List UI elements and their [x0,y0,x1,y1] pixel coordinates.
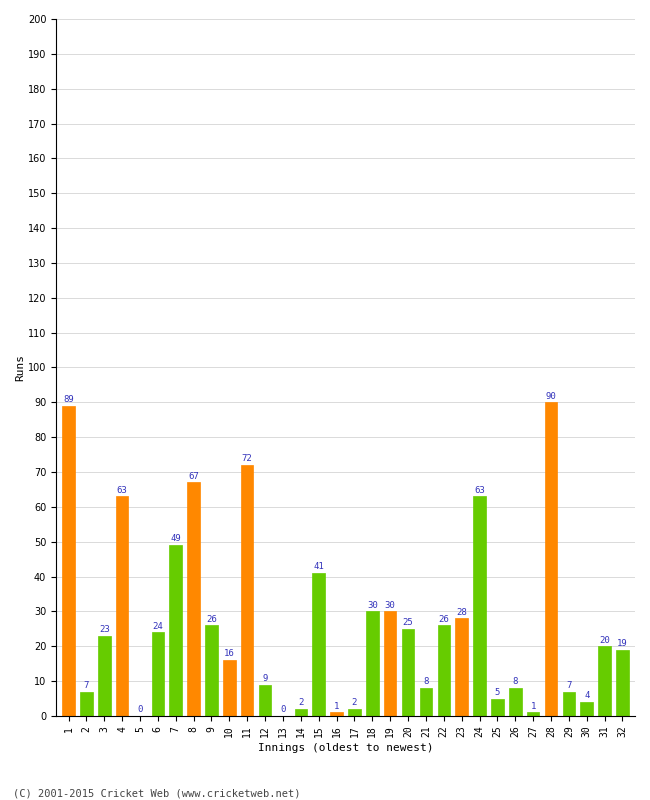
Bar [80,691,93,716]
Bar [456,618,468,716]
Bar [384,611,396,716]
Bar [473,497,486,716]
Text: 8: 8 [513,678,518,686]
Bar [62,406,75,716]
Text: 16: 16 [224,650,235,658]
Bar [187,482,200,716]
Text: 72: 72 [242,454,253,463]
Text: 30: 30 [385,601,396,610]
Text: 0: 0 [137,706,143,714]
Bar [151,632,164,716]
Bar [563,691,575,716]
Text: 26: 26 [206,614,217,624]
Text: 90: 90 [545,391,556,401]
Text: 63: 63 [474,486,485,494]
Text: 26: 26 [438,614,449,624]
Bar [580,702,593,716]
Text: 8: 8 [423,678,428,686]
Text: 89: 89 [63,395,74,404]
Text: 1: 1 [530,702,536,710]
Bar [491,698,504,716]
Bar [402,629,414,716]
Text: (C) 2001-2015 Cricket Web (www.cricketweb.net): (C) 2001-2015 Cricket Web (www.cricketwe… [13,788,300,798]
Bar [527,713,540,716]
Text: 20: 20 [599,635,610,645]
Text: 24: 24 [153,622,163,630]
Bar [294,709,307,716]
Text: 28: 28 [456,608,467,617]
Y-axis label: Runs: Runs [15,354,25,381]
Text: 2: 2 [352,698,357,707]
Bar [98,636,110,716]
Text: 4: 4 [584,691,590,700]
Bar [509,688,521,716]
Text: 9: 9 [263,674,268,683]
Bar [205,626,218,716]
Bar [170,546,182,716]
Bar [599,646,611,716]
Text: 41: 41 [313,562,324,571]
Bar [223,660,235,716]
Bar [241,465,254,716]
Text: 49: 49 [170,534,181,543]
Text: 1: 1 [334,702,339,710]
Bar [313,573,325,716]
Bar [330,713,343,716]
Bar [420,688,432,716]
Text: 7: 7 [566,681,571,690]
X-axis label: Innings (oldest to newest): Innings (oldest to newest) [258,743,434,753]
Text: 5: 5 [495,688,500,697]
Bar [348,709,361,716]
Bar [366,611,378,716]
Bar [616,650,629,716]
Bar [116,497,129,716]
Text: 19: 19 [617,639,628,648]
Text: 7: 7 [84,681,89,690]
Text: 0: 0 [280,706,285,714]
Text: 67: 67 [188,472,199,481]
Bar [437,626,450,716]
Text: 25: 25 [402,618,413,627]
Bar [259,685,271,716]
Text: 63: 63 [117,486,127,494]
Bar [545,402,557,716]
Text: 30: 30 [367,601,378,610]
Text: 2: 2 [298,698,304,707]
Text: 23: 23 [99,625,110,634]
